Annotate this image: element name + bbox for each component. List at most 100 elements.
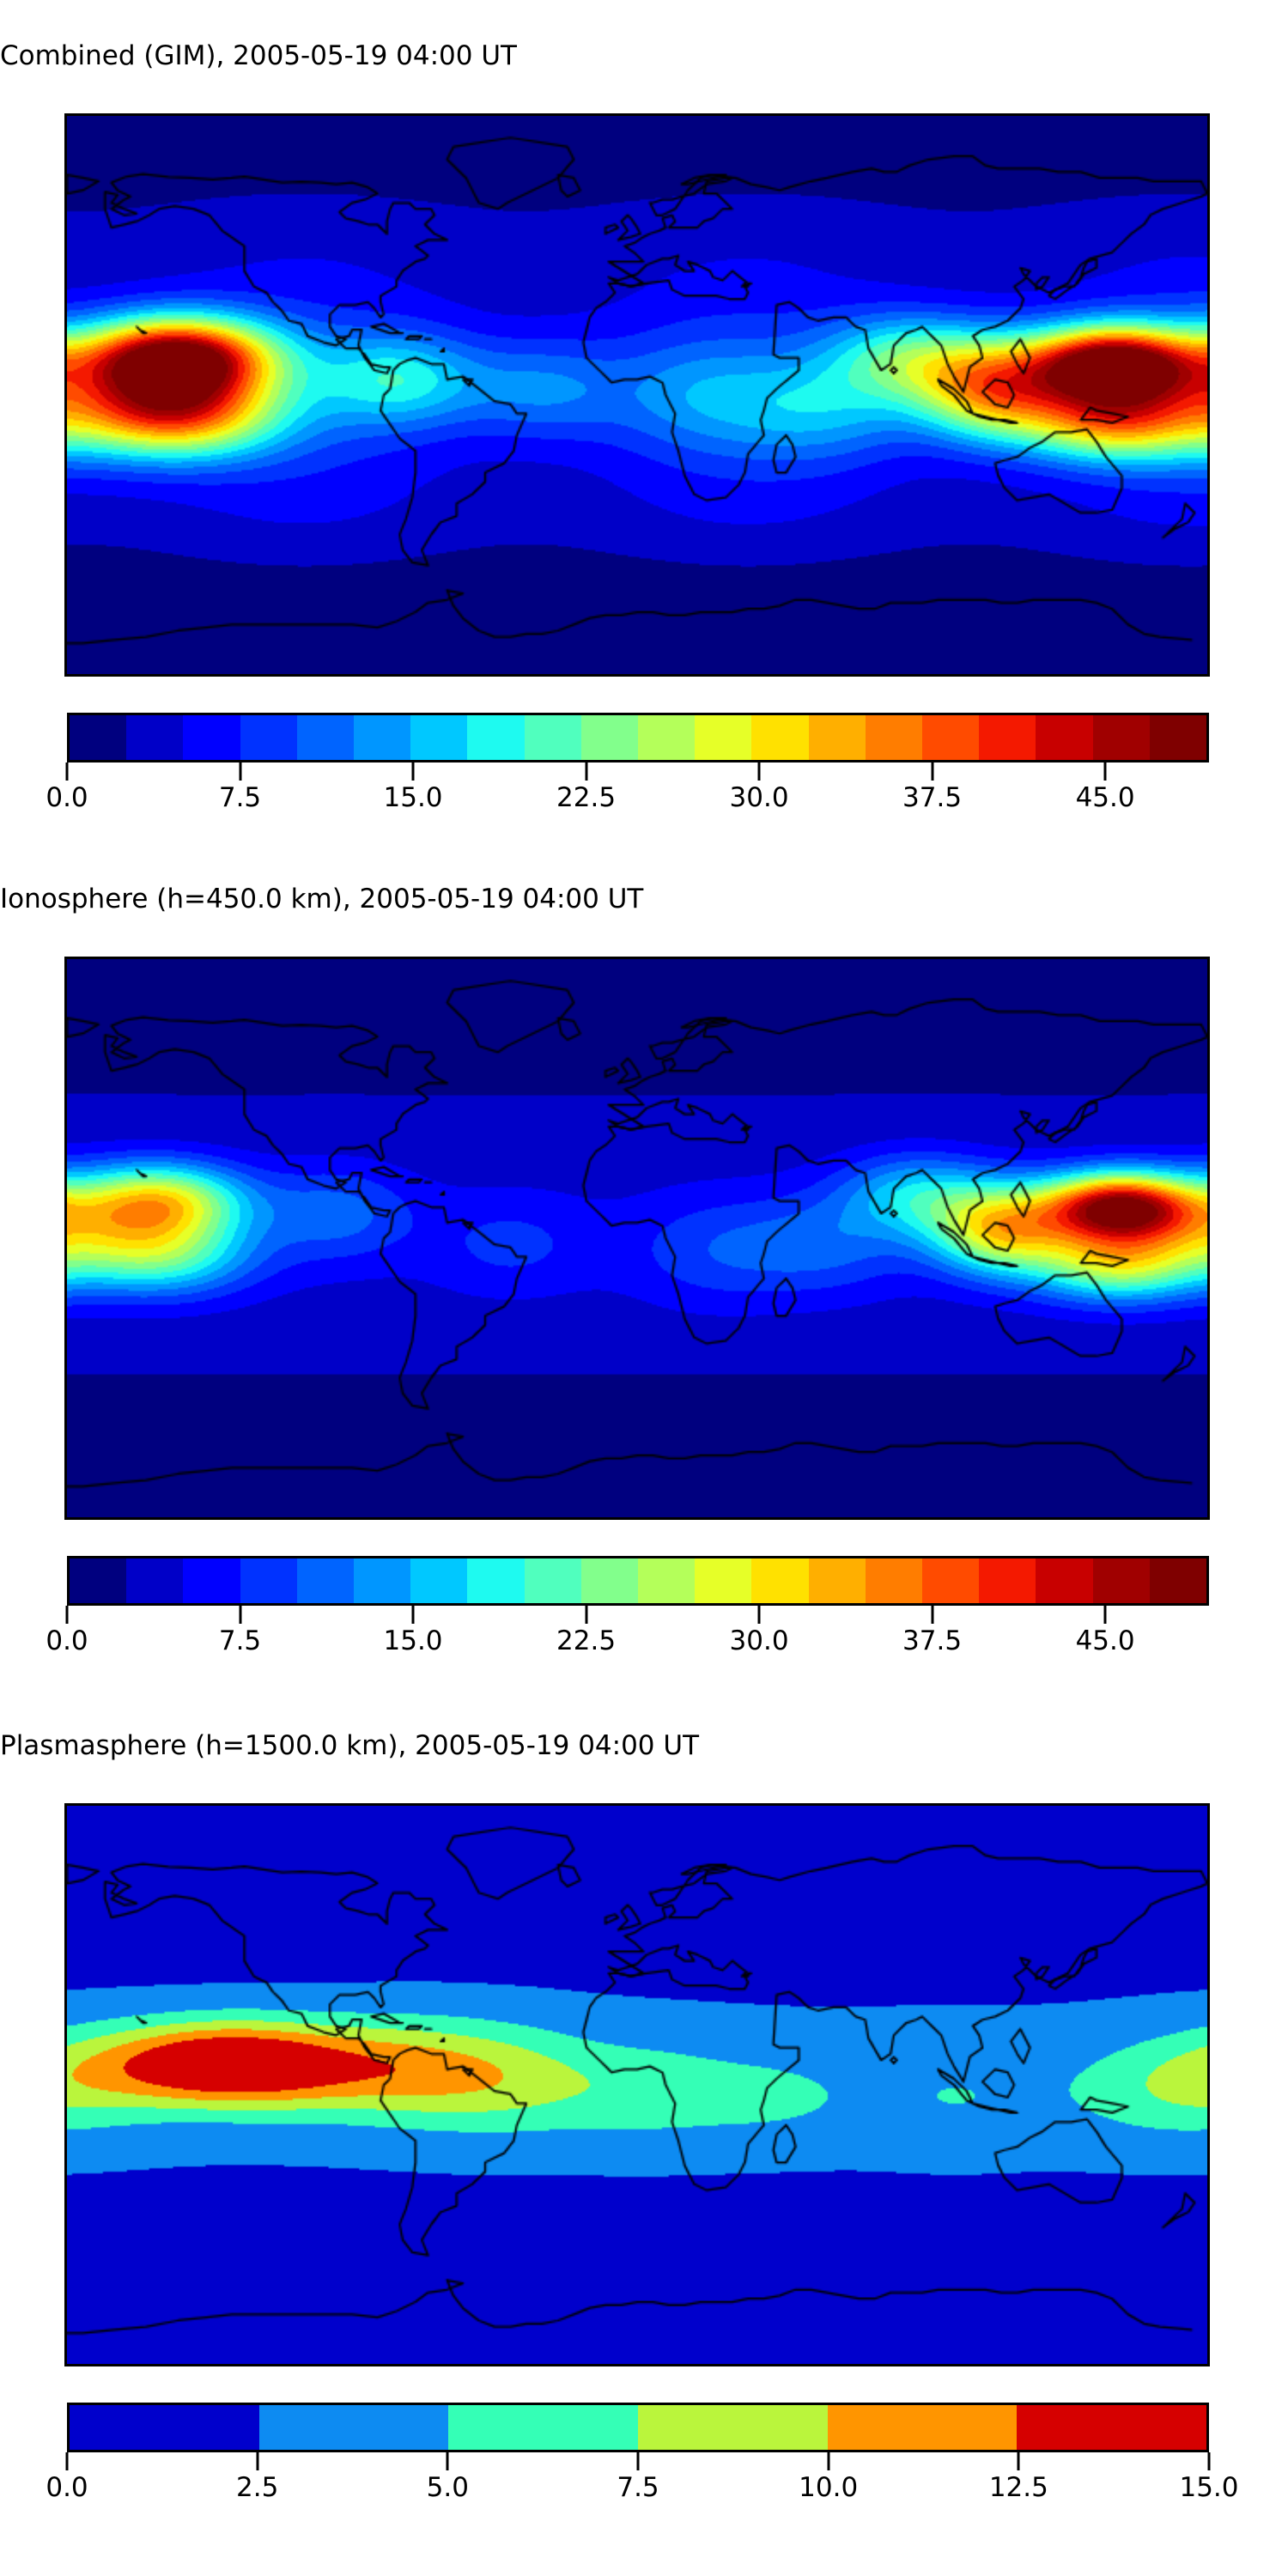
colorbar-labels-plasmasphere: 0.0 2.5 5.0 7.5 10.0 12.5 15.0 [46, 2471, 1238, 2506]
colorbar-tick-label: 0.0 [46, 2472, 88, 2503]
colorbar-segment [638, 715, 696, 760]
colorbar-combined-gim: 0.0 7.5 15.0 22.5 30.0 37.5 45.0 [46, 713, 1209, 816]
colorbar-segment [70, 715, 127, 760]
colorbar-segment [979, 1558, 1036, 1603]
colorbar-segment [70, 1558, 127, 1603]
map-combined-gim [64, 113, 1210, 677]
colorbar-tick [256, 2452, 259, 2470]
colorbar-segment [296, 715, 355, 760]
colorbar-tick [1017, 2452, 1020, 2470]
colorbar-segment [865, 1558, 923, 1603]
colorbar-segment [580, 715, 639, 760]
colorbar-segment [638, 1558, 696, 1603]
colorbar-segment [240, 715, 297, 760]
colorbar-segment [70, 2405, 259, 2450]
colorbar-segment [1036, 715, 1093, 760]
colorbar-tick-label: 15.0 [383, 1625, 443, 1656]
colorbar-segment [922, 1558, 980, 1603]
map-canvas-combined-gim [67, 116, 1207, 674]
colorbar-tick [931, 1606, 934, 1624]
colorbar-ionosphere: 0.0 7.5 15.0 22.5 30.0 37.5 45.0 [46, 1556, 1209, 1659]
colorbar-segment [183, 715, 240, 760]
colorbar-tick-label: 15.0 [1179, 2472, 1239, 2503]
colorbar-segment [827, 2405, 1018, 2450]
colorbar-tick [931, 762, 934, 781]
colorbar-tick-label: 7.5 [218, 782, 262, 813]
colorbar-tick-label: 22.5 [556, 782, 617, 813]
colorbar-segment [354, 715, 411, 760]
colorbar-segment [258, 2405, 449, 2450]
map-canvas-ionosphere [67, 959, 1207, 1517]
colorbar-segment [865, 715, 923, 760]
colorbar-tick [1207, 2452, 1211, 2470]
colorbar-segment [1036, 1558, 1093, 1603]
colorbar-tick-label: 22.5 [556, 1625, 617, 1656]
colorbar-tick [757, 1606, 761, 1624]
colorbar-plasmasphere: 0.0 2.5 5.0 7.5 10.0 12.5 15.0 [46, 2403, 1239, 2506]
colorbar-segment [467, 1558, 525, 1603]
colorbar-tick-label: 15.0 [383, 782, 443, 813]
colorbar-labels-ionosphere: 0.0 7.5 15.0 22.5 30.0 37.5 45.0 [46, 1625, 1209, 1659]
colorbar-segment [695, 715, 752, 760]
colorbar-tick-label: 7.5 [617, 2472, 659, 2503]
colorbar-tick-label: 45.0 [1075, 1625, 1135, 1656]
colorbar-tick-label: 37.5 [902, 782, 963, 813]
colorbar-tick-label: 2.5 [236, 2472, 279, 2503]
colorbar-segment [1092, 715, 1150, 760]
colorbar-segment [695, 1558, 752, 1603]
colorbar-bar-ionosphere [67, 1556, 1209, 1606]
colorbar-tick [239, 1606, 241, 1624]
colorbar-segment [354, 1558, 411, 1603]
colorbar-bar-combined-gim [67, 713, 1209, 762]
colorbar-tick-label: 30.0 [729, 782, 789, 813]
colorbar-segment [126, 715, 184, 760]
colorbar-tick [65, 1606, 69, 1624]
colorbar-segment [751, 715, 809, 760]
colorbar-ticks-combined-gim [65, 762, 1209, 781]
colorbar-segment [467, 715, 525, 760]
colorbar-segment [1017, 2405, 1207, 2450]
colorbar-tick [757, 762, 761, 781]
colorbar-tick-label: 45.0 [1075, 782, 1135, 813]
colorbar-tick [1103, 1606, 1107, 1624]
colorbar-tick [411, 762, 415, 781]
colorbar-bar-plasmasphere [67, 2403, 1209, 2452]
colorbar-tick-label: 7.5 [218, 1625, 262, 1656]
colorbar-segment [638, 2405, 828, 2450]
colorbar-tick [411, 1606, 415, 1624]
colorbar-tick [827, 2452, 830, 2470]
colorbar-tick-label: 0.0 [46, 782, 88, 813]
colorbar-tick-label: 0.0 [46, 1625, 88, 1656]
colorbar-segment [751, 1558, 809, 1603]
colorbar-ticks-ionosphere [65, 1606, 1209, 1625]
colorbar-segment [410, 1558, 468, 1603]
colorbar-tick [239, 762, 241, 781]
colorbar-tick [585, 1606, 588, 1624]
colorbar-tick [1103, 762, 1107, 781]
colorbar-tick-label: 37.5 [902, 1625, 963, 1656]
colorbar-segment [580, 1558, 639, 1603]
colorbar-segment [808, 1558, 866, 1603]
colorbar-tick-label: 30.0 [729, 1625, 789, 1656]
colorbar-segment [1149, 715, 1207, 760]
colorbar-ticks-plasmasphere [65, 2452, 1211, 2471]
map-plasmasphere [64, 1803, 1210, 2366]
colorbar-segment [448, 2405, 639, 2450]
colorbar-segment [808, 715, 866, 760]
colorbar-segment [183, 1558, 240, 1603]
colorbar-segment [410, 715, 468, 760]
colorbar-segment [922, 715, 980, 760]
colorbar-segment [126, 1558, 184, 1603]
colorbar-segment [524, 1558, 581, 1603]
colorbar-tick [65, 2452, 69, 2470]
colorbar-tick-label: 12.5 [988, 2472, 1048, 2503]
colorbar-tick-label: 5.0 [426, 2472, 469, 2503]
colorbar-tick [446, 2452, 449, 2470]
colorbar-segment [524, 715, 581, 760]
colorbar-segment [1092, 1558, 1150, 1603]
map-canvas-plasmasphere [67, 1806, 1207, 2364]
colorbar-tick [636, 2452, 640, 2470]
colorbar-segment [240, 1558, 297, 1603]
colorbar-tick [585, 762, 588, 781]
colorbar-segment [296, 1558, 355, 1603]
